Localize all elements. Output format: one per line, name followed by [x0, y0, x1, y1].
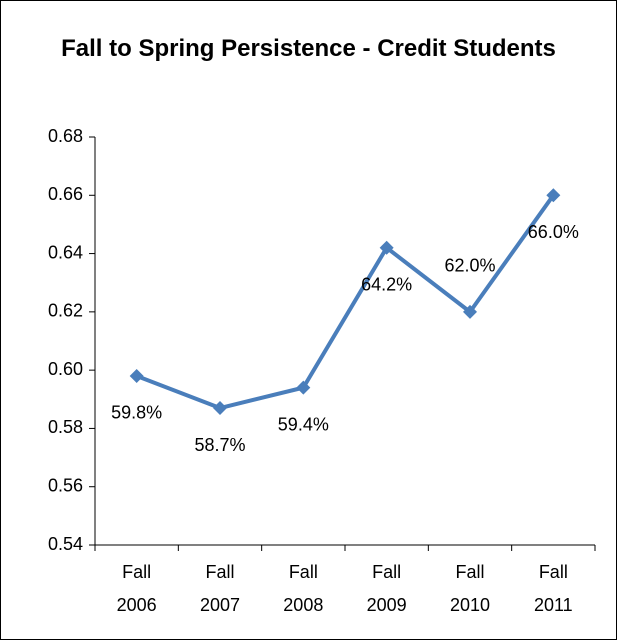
x-tick-label: Fall 2011 [534, 562, 573, 615]
x-tick-label: Fall 2008 [283, 562, 323, 615]
data-point [546, 188, 561, 203]
y-tick-label: 0.60 [48, 359, 83, 379]
y-tick-label: 0.66 [48, 184, 83, 204]
x-tick-label: Fall 2010 [450, 562, 490, 615]
x-tick-label: Fall 2007 [200, 562, 240, 615]
data-point [463, 304, 477, 319]
x-tick-label: Fall 2009 [367, 562, 407, 615]
data-label: 66.0% [528, 222, 579, 242]
y-tick-label: 0.64 [48, 242, 83, 262]
y-tick-label: 0.58 [48, 417, 83, 437]
y-tick-label: 0.56 [48, 475, 83, 495]
data-label: 58.7% [194, 435, 245, 455]
y-tick-label: 0.68 [48, 126, 83, 146]
y-tick-label: 0.54 [48, 534, 83, 554]
y-tick-label: 0.62 [48, 301, 83, 321]
data-point [296, 380, 311, 395]
data-point [213, 401, 227, 416]
line-series [135, 194, 555, 411]
data-label: 62.0% [444, 256, 495, 276]
x-tick-label: Fall 2006 [117, 562, 157, 615]
data-point [379, 240, 394, 255]
data-label: 59.8% [111, 403, 162, 423]
data-label: 64.2% [361, 274, 412, 294]
data-point [129, 368, 144, 383]
data-label: 59.4% [278, 414, 329, 434]
chart-title: Fall to Spring Persistence - Credit Stud… [61, 35, 556, 62]
